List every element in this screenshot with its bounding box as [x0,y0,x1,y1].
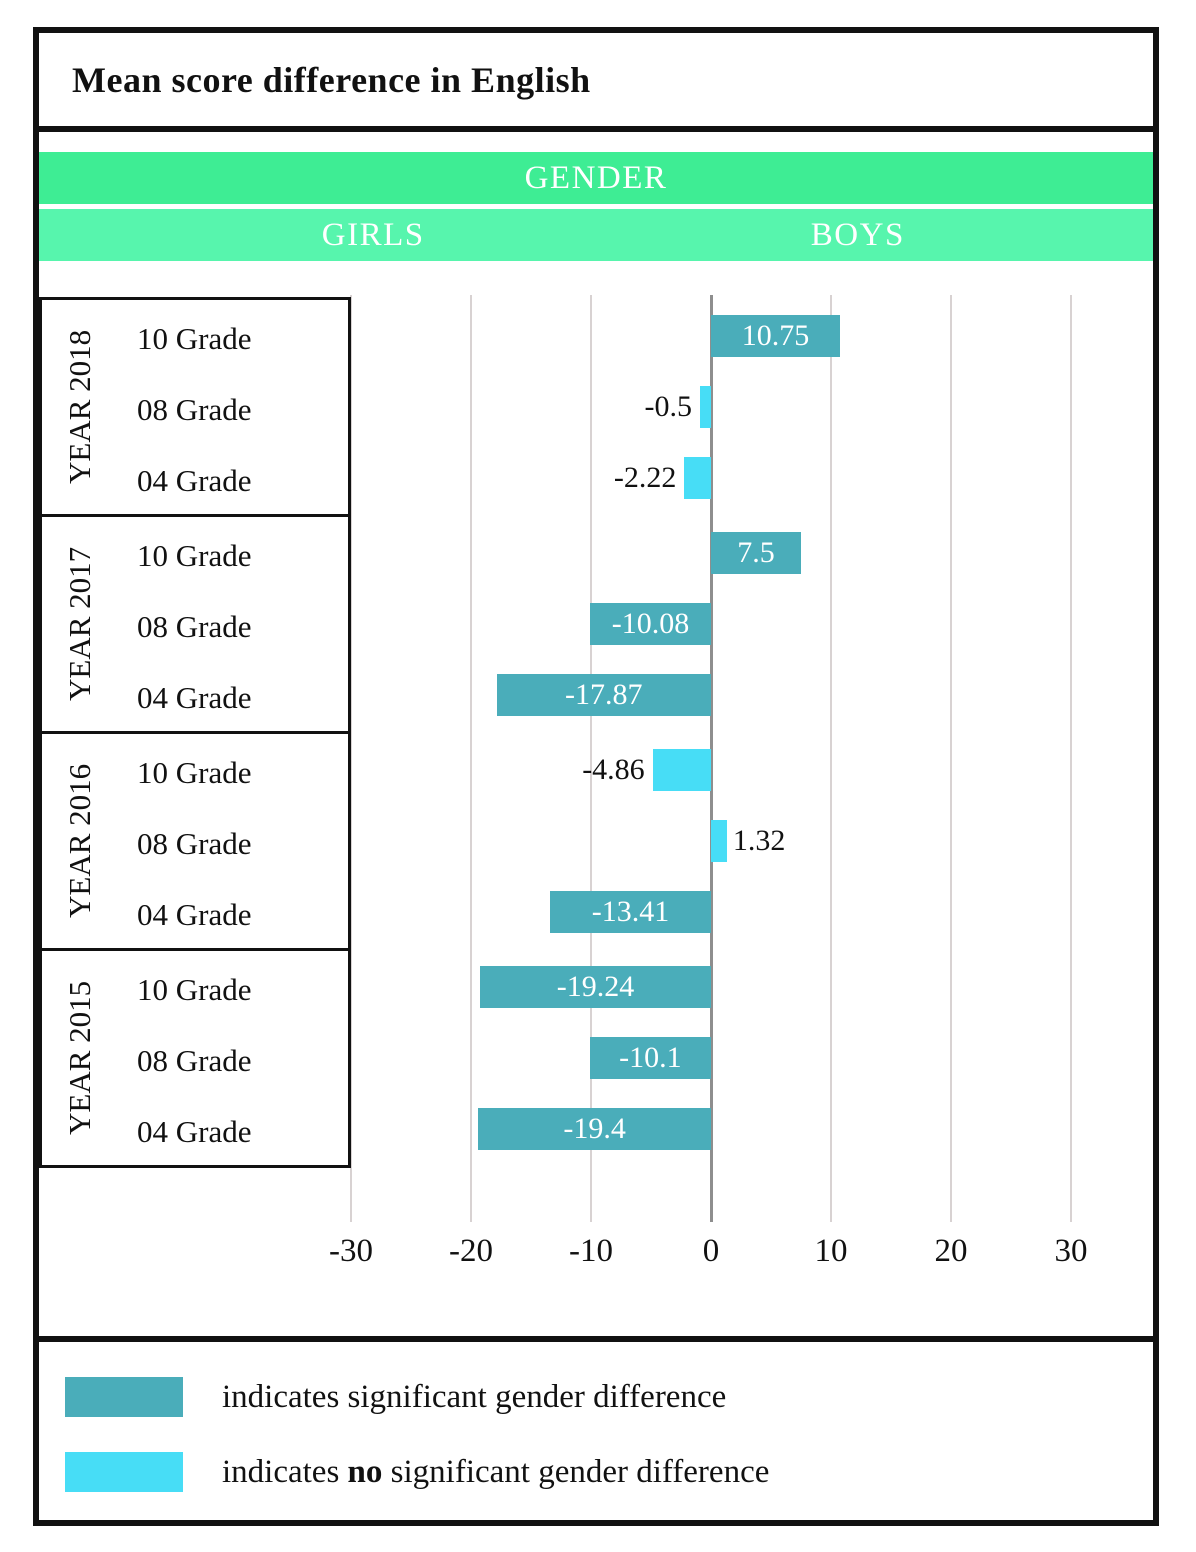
gender-header-label: GENDER [524,160,668,196]
x-axis-tick-label: -10 [569,1233,613,1269]
title-section: Mean score difference in English [72,33,1072,126]
bar: -10.1 [589,1037,711,1079]
bar: -13.41 [550,891,711,934]
x-axis-tick-label: 20 [934,1233,968,1269]
plot-area: -30 -20 -10 0 10 20 30 YEAR 2018 10 Grade 08 Grad… [39,261,1153,1336]
legend-item-significant: indicates significant gender difference [65,1377,1125,1417]
x-axis-tick-label: -30 [329,1233,373,1269]
legend-label-not-significant: indicates no significant gender differen… [222,1453,770,1490]
year-label: YEAR 2017 [62,546,97,702]
bar-value-label: -10.08 [611,607,690,640]
grade-label: 10 Grade [137,754,252,790]
grade-label: 08 Grade [137,1042,252,1078]
bar: 10.75 [711,314,840,357]
bar-value-label: 10.75 [741,318,810,352]
legend-item-not-significant: indicates no significant gender differen… [65,1452,1125,1492]
grade-label: 08 Grade [137,391,252,427]
bar [684,457,711,500]
bar-value-label: 1.32 [732,824,786,857]
outer-frame [33,27,1159,1526]
bar-value-label: -0.5 [644,390,693,423]
bar-value-label: -10.1 [619,1041,682,1074]
x-axis-tick-label: 0 [702,1233,720,1269]
legend-label-significant: indicates significant gender difference [222,1378,727,1415]
grade-label: 04 Grade [137,680,252,716]
gridline [1070,295,1072,1222]
year-group-box: YEAR 2017 10 Grade 08 Grade 04 Grade [39,514,351,734]
year-label: YEAR 2018 [62,329,97,485]
grade-label: 04 Grade [137,1114,252,1150]
grade-label: 08 Grade [137,608,252,644]
grade-label: 04 Grade [137,463,252,499]
year-group-box: YEAR 2015 10 Grade 08 Grade 04 Grade [39,948,351,1168]
gridline [590,295,592,1222]
gridline [950,295,952,1222]
year-group-box: YEAR 2016 10 Grade 08 Grade 04 Grade [39,731,351,951]
girls-header-label: GIRLS [321,217,425,253]
bar: -17.87 [496,674,711,717]
gender-header-band: GENDER [39,152,1153,204]
grade-label: 10 Grade [137,537,252,573]
bar-value-label: -17.87 [565,678,643,712]
bar-value-label: -19.4 [563,1112,626,1146]
chart-title: Mean score difference in English [72,59,591,100]
grade-label: 10 Grade [137,320,252,356]
bar [652,748,711,791]
x-axis-tick-label: -20 [449,1233,493,1269]
grade-label: 04 Grade [137,897,252,933]
bar [711,820,727,862]
bar-value-label: -19.24 [556,969,635,1003]
zero-gridline [710,295,713,1222]
year-label: YEAR 2015 [62,980,97,1136]
year-group-box: YEAR 2018 10 Grade 08 Grade 04 Grade [39,297,351,517]
no-significant-color-swatch [65,1452,183,1492]
significant-color-swatch [65,1377,183,1417]
bar-value-label: -4.86 [582,752,645,786]
bar [700,386,711,428]
gridline [350,295,352,1222]
grade-label: 08 Grade [137,825,252,861]
bar: -19.24 [480,965,711,1008]
bar: -10.08 [590,603,711,645]
boys-header-label: BOYS [810,217,905,253]
title-divider [33,126,1159,132]
bar: 7.5 [711,531,801,574]
grade-label: 10 Grade [137,971,252,1007]
gridline [470,295,472,1222]
x-axis-tick-label: 30 [1054,1233,1088,1269]
bar: -19.4 [478,1108,711,1151]
bar-value-label: -2.22 [613,461,677,495]
x-axis-tick-label: 10 [814,1233,848,1269]
bar-value-label: -13.41 [591,895,670,929]
year-label: YEAR 2016 [62,763,97,919]
bar-value-label: 7.5 [737,535,775,569]
gridline [830,295,832,1222]
girls-boys-header-band: GIRLS BOYS [39,209,1153,261]
legend-divider [33,1336,1159,1342]
